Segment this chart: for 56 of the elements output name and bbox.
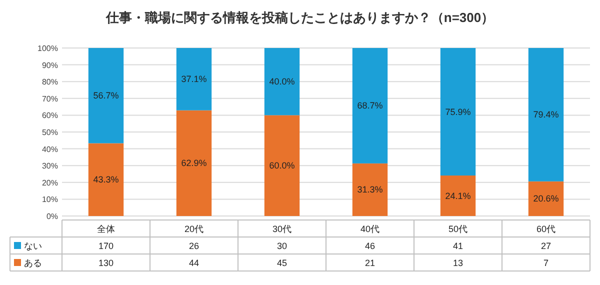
data-label: 37.1% — [181, 74, 207, 84]
y-tick-label: 60% — [42, 111, 58, 120]
text: 45 — [276, 258, 288, 268]
bar — [88, 48, 124, 144]
text: 7 — [543, 258, 549, 268]
text: 27 — [540, 241, 552, 251]
text: 44 — [188, 258, 200, 268]
data-label: 24.1% — [445, 190, 471, 201]
x-tick-label: 30代 — [272, 224, 292, 234]
data-label: 31.3% — [357, 184, 383, 195]
data-label: 62.9% — [181, 158, 207, 168]
y-tick-label: 20% — [42, 178, 58, 188]
legend-label: ない — [24, 241, 42, 251]
y-tick-label: 10% — [42, 195, 58, 204]
x-tick-label: 40代 — [360, 224, 380, 234]
chart-title: 仕事・職場に関する情報を投稿したことはありますか？（n=300） — [104, 10, 494, 25]
x-tick-label: 50代 — [448, 224, 468, 234]
y-tick-label: 100% — [38, 44, 58, 53]
data-label: 56.7% — [93, 90, 119, 101]
text: 13 — [452, 258, 464, 268]
bar — [176, 48, 212, 110]
text: 46 — [364, 241, 376, 251]
y-tick-label: 50% — [42, 128, 58, 137]
text: 41 — [452, 241, 464, 251]
text: 21 — [364, 258, 376, 268]
data-label: 40.0% — [269, 76, 295, 87]
y-tick-label: 40% — [42, 144, 58, 154]
bar — [440, 48, 476, 176]
bar — [528, 181, 564, 216]
y-tick-label: 80% — [42, 78, 58, 87]
y-tick-label: 90% — [42, 60, 58, 70]
y-tick-label: 0% — [46, 212, 58, 221]
x-tick-label: 20代 — [184, 224, 204, 234]
bar — [440, 176, 476, 216]
data-label: 60.0% — [269, 160, 295, 171]
bar — [88, 143, 124, 216]
bar — [352, 163, 388, 216]
bar — [528, 48, 564, 182]
bar — [264, 115, 300, 216]
bar — [176, 110, 212, 216]
data-label: 79.4% — [533, 110, 559, 120]
text: 170 — [98, 241, 114, 251]
data-label: 75.9% — [445, 106, 471, 117]
y-tick-label: 30% — [42, 162, 58, 171]
bar — [352, 48, 388, 164]
bar — [264, 48, 300, 116]
data-label: 68.7% — [357, 100, 383, 111]
y-tick-label: 70% — [42, 94, 58, 104]
x-tick-label: 60代 — [536, 224, 556, 234]
text: 26 — [188, 241, 200, 251]
data-label: 20.6% — [533, 194, 559, 204]
legend-label: ある — [24, 258, 42, 268]
text: 130 — [98, 258, 114, 268]
x-tick-label: 全体 — [97, 224, 115, 234]
text: 30 — [276, 241, 288, 251]
data-label: 43.3% — [93, 174, 119, 185]
